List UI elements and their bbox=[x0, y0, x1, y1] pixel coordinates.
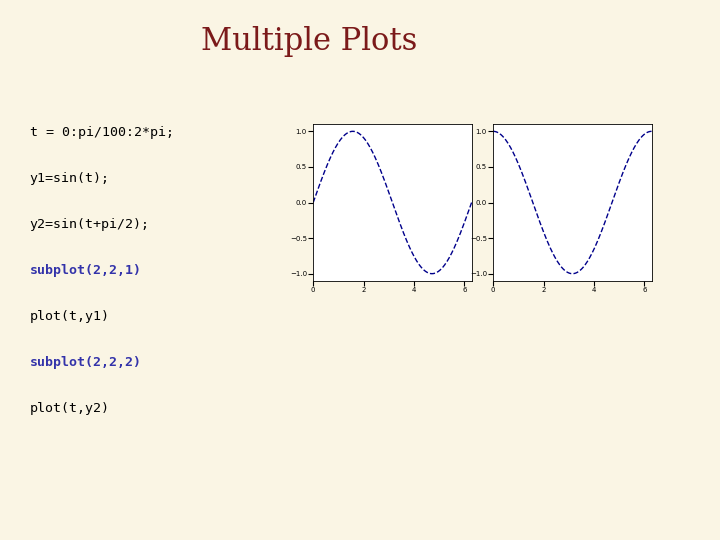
Text: plot(t,y1): plot(t,y1) bbox=[30, 310, 109, 323]
Text: subplot(2,2,2): subplot(2,2,2) bbox=[30, 356, 142, 369]
Text: subplot(2,2,1): subplot(2,2,1) bbox=[30, 264, 142, 277]
Text: y1=sin(t);: y1=sin(t); bbox=[30, 172, 109, 185]
Text: y2=sin(t+pi/2);: y2=sin(t+pi/2); bbox=[30, 218, 150, 231]
Text: t = 0:pi/100:2*pi;: t = 0:pi/100:2*pi; bbox=[30, 126, 174, 139]
Text: plot(t,y2): plot(t,y2) bbox=[30, 402, 109, 415]
Text: Multiple Plots: Multiple Plots bbox=[202, 26, 418, 57]
